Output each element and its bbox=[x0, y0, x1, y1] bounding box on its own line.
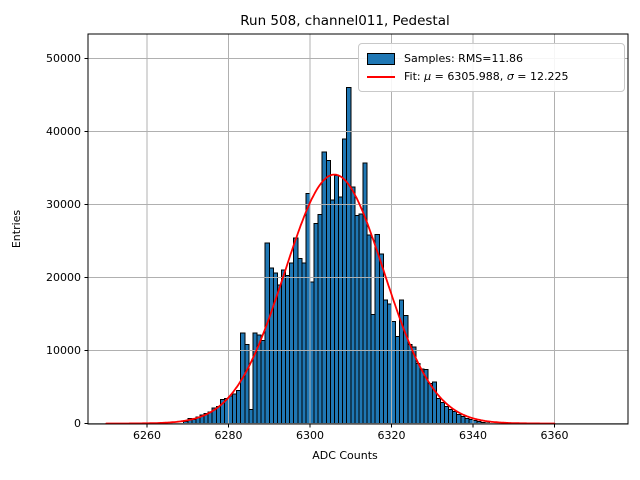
histogram-bar bbox=[280, 269, 287, 425]
legend-fit-label: Fit: μ = 6305.988, σ = 12.225 bbox=[404, 70, 569, 84]
histogram-bar bbox=[362, 162, 368, 424]
y-axis-label: Entries bbox=[10, 210, 23, 249]
histogram-bar bbox=[370, 314, 376, 425]
legend-item-samples: Samples: RMS=11.86 bbox=[367, 52, 616, 66]
y-tick-label: 20000 bbox=[46, 271, 81, 284]
figure-title: Run 508, channel011, Pedestal bbox=[240, 13, 450, 29]
x-tick-label: 6360 bbox=[541, 429, 569, 442]
histogram-bar bbox=[244, 344, 250, 424]
histogram-bar bbox=[285, 274, 291, 424]
histogram-bar bbox=[289, 262, 295, 424]
histogram-bar bbox=[366, 234, 372, 424]
y-tick-label: 30000 bbox=[46, 198, 81, 211]
legend-item-fit: Fit: μ = 6305.988, σ = 12.225 bbox=[367, 71, 616, 82]
histogram-bar bbox=[468, 419, 474, 425]
histogram-bar bbox=[228, 395, 234, 425]
x-tick-label: 6280 bbox=[215, 429, 243, 442]
histogram-bar bbox=[374, 233, 380, 424]
histogram-bar bbox=[338, 196, 344, 424]
histogram-bar bbox=[427, 382, 433, 425]
histogram-bar bbox=[260, 339, 266, 424]
x-tick-label: 6320 bbox=[378, 429, 406, 442]
histogram-bar bbox=[346, 87, 352, 424]
histogram-bar bbox=[309, 281, 315, 424]
histogram-bar bbox=[236, 390, 242, 424]
histogram-bar bbox=[321, 151, 327, 424]
axes-spines bbox=[87, 33, 629, 425]
plot-area: 6260 6280 6300 6320 6340 6360 0 10000 20000 30000… bbox=[46, 33, 629, 442]
histogram-bar bbox=[248, 409, 254, 425]
histogram-bar bbox=[460, 416, 466, 424]
x-tick-label: 6340 bbox=[459, 429, 487, 442]
y-tick-label: 50000 bbox=[46, 52, 81, 65]
legend-samples-label: Samples: RMS=11.86 bbox=[404, 52, 524, 66]
histogram-bar bbox=[305, 193, 311, 424]
y-tick-label: 0 bbox=[74, 417, 81, 430]
histogram-bar bbox=[354, 214, 360, 424]
histogram-bar bbox=[223, 398, 230, 424]
histogram-bar bbox=[456, 413, 462, 424]
histogram-bar bbox=[448, 408, 454, 425]
x-tick-label: 6260 bbox=[133, 429, 161, 442]
histogram-bar bbox=[395, 336, 401, 425]
legend: Samples: RMS=11.86 Fit: μ = 6305.988, σ … bbox=[358, 43, 625, 92]
histogram-bar bbox=[415, 363, 421, 425]
axis-ticks: 6260 6280 6300 6320 6340 6360 0 10000 20000 30000… bbox=[46, 52, 569, 442]
histogram-bar bbox=[325, 160, 331, 424]
legend-fit-line bbox=[367, 75, 395, 78]
histogram-bar bbox=[350, 186, 356, 424]
histogram-bar bbox=[439, 401, 445, 424]
x-tick-label: 6300 bbox=[296, 429, 324, 442]
histogram-bars bbox=[183, 87, 490, 425]
histogram-bar bbox=[293, 237, 299, 424]
histogram-bar bbox=[464, 417, 470, 425]
histogram-bar bbox=[276, 284, 282, 424]
x-axis-label: ADC Counts bbox=[312, 449, 378, 462]
histogram-bar bbox=[378, 253, 384, 424]
histogram-bar bbox=[452, 411, 458, 425]
y-tick-label: 10000 bbox=[46, 344, 81, 357]
histogram-bar bbox=[317, 214, 323, 424]
histogram-bar bbox=[386, 303, 393, 424]
gaussian-fit-curve bbox=[105, 173, 556, 425]
histogram-bar bbox=[382, 299, 388, 425]
histogram-bar bbox=[329, 199, 335, 424]
histogram-bar bbox=[391, 320, 397, 424]
histogram-bar bbox=[358, 213, 364, 424]
histogram-bar bbox=[232, 393, 238, 425]
histogram-bar bbox=[435, 397, 441, 424]
histogram-bar bbox=[313, 222, 319, 424]
histogram-bar bbox=[333, 174, 340, 424]
legend-samples-swatch bbox=[367, 52, 395, 65]
histogram-bar bbox=[407, 344, 413, 424]
histogram-bar bbox=[297, 258, 303, 424]
histogram-bar bbox=[252, 332, 258, 425]
histogram-bar bbox=[301, 262, 307, 424]
histogram-bar bbox=[419, 368, 425, 424]
histogram-bar bbox=[443, 406, 450, 424]
histogram-bar bbox=[268, 267, 274, 425]
histogram-bar bbox=[264, 242, 270, 424]
y-tick-label: 40000 bbox=[46, 125, 81, 138]
